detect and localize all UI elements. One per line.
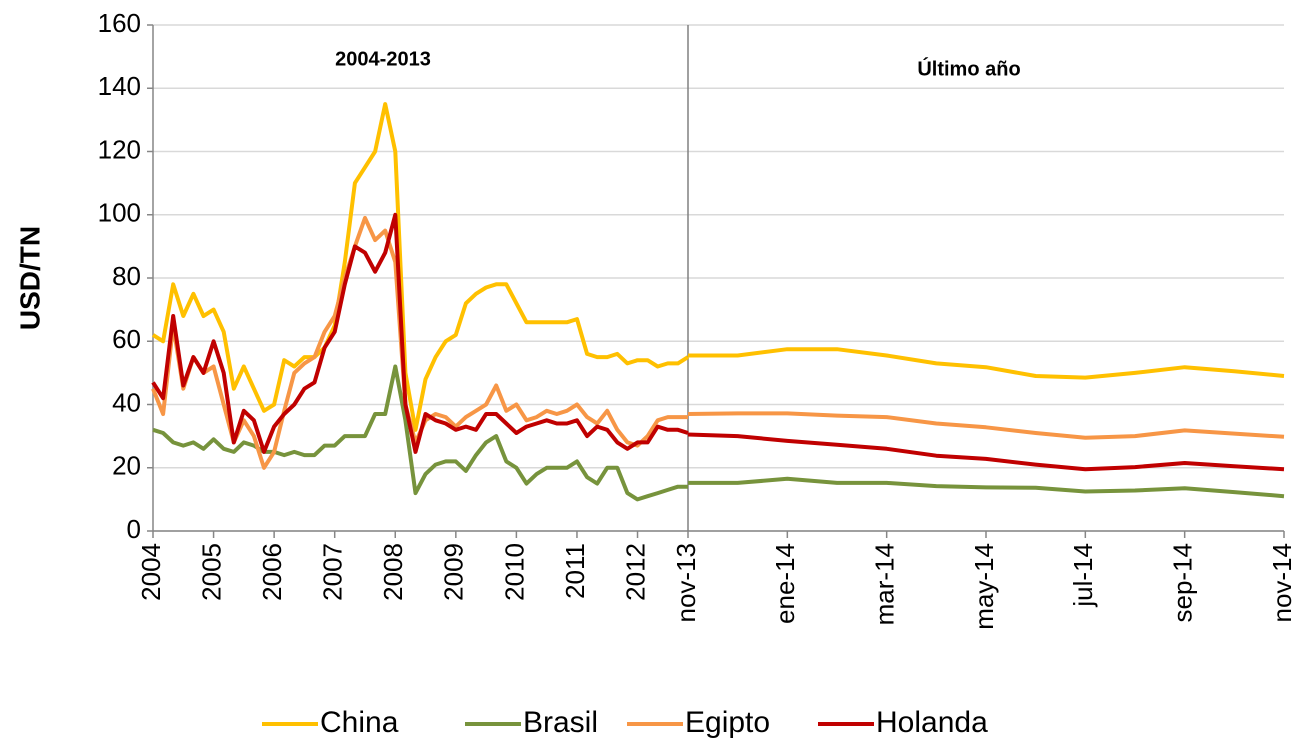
x-tick-label: 2009 [439,543,469,601]
y-tick-label: 60 [112,324,141,354]
x-tick-label: mar-14 [870,543,900,625]
line-series [687,432,1285,472]
y-tick-label: 120 [98,134,141,164]
y-tick-label: 160 [98,8,141,38]
line-series [687,411,1285,440]
x-tick-label: ene-14 [770,543,800,624]
x-tick-label: 2010 [499,543,529,601]
y-tick-label: 80 [112,261,141,291]
x-tick-label: jul-14 [1068,543,1098,608]
x-tick-label: 2004 [136,543,166,601]
line-series [152,364,688,502]
x-tick-label: 2005 [196,543,226,601]
y-tick-label: 100 [98,198,141,228]
y-axis-label: USD/TN [14,226,45,330]
line-series [688,347,1285,380]
legend-label: China [320,706,399,739]
y-tick-label: 40 [112,387,141,417]
x-tick-label: 2007 [318,543,348,601]
x-tick-label: nov-13 [671,543,701,623]
annotation: 2004-2013 [335,48,431,70]
line-series [151,212,689,454]
annotation: Último año [917,56,1020,80]
line-series [688,476,1285,499]
legend-label: Egipto [685,706,770,739]
legend-label: Holanda [876,706,988,739]
x-tick-label: nov-14 [1267,543,1297,623]
x-tick-label: 2006 [257,543,287,601]
x-tick-label: 2011 [560,543,590,599]
x-tick-label: 2008 [378,543,408,601]
y-tick-label: 140 [98,71,141,101]
x-tick-label: sep-14 [1168,543,1198,623]
legend-label: Brasil [523,706,598,739]
x-tick-label: may-14 [969,543,999,630]
y-tick-label: 20 [112,451,141,481]
y-tick-label: 0 [127,514,141,544]
x-tick-label: 2012 [620,543,650,601]
line-series [151,102,690,432]
